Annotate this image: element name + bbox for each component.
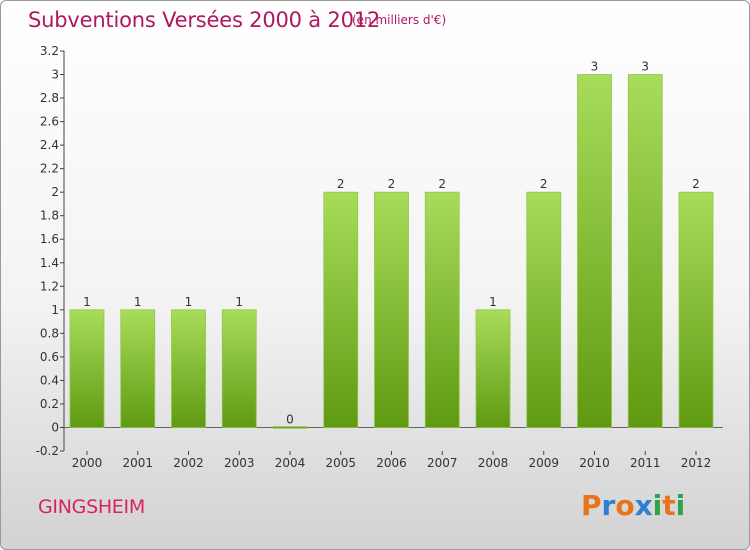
bar-2001 [120,309,156,428]
y-tick-label: 2 [51,185,59,199]
x-tick-label-2008: 2008 [478,456,509,470]
y-tick-label: 0.2 [40,397,59,411]
y-tick-label: 3.2 [40,44,59,58]
bar-2007 [424,191,460,428]
bar-2002 [171,309,206,428]
axes: -0.2 0 0.2 0.4 0.6 0.8 1 1.2 1.4 1.6 1.8 2 2.2 2.4 2.6… [36,44,723,458]
x-tick-label-2006: 2006 [376,456,407,470]
commune-name: GINGSHEIM [38,496,145,518]
value-label-2006: 2 [388,177,396,191]
chart-title: Subventions Versées 2000 à 2012 [28,8,381,32]
proxiti-logo: Proxiti [581,489,685,522]
value-label-2004: 0 [286,412,294,426]
y-tick-label: 1 [51,303,59,317]
logo-letter: o [615,489,635,522]
chart-subtitle: (en milliers d'€) [352,13,447,27]
value-label-2000: 1 [83,295,91,309]
x-tick-label-2002: 2002 [173,456,204,470]
y-tick-label: 2.8 [40,91,59,105]
value-label-2012: 2 [692,177,700,191]
value-label-2003: 1 [235,295,243,309]
value-label-2002: 1 [185,295,193,309]
y-tick-label: 0.8 [40,326,59,340]
value-label-2011: 3 [641,60,649,74]
value-label-2009: 2 [540,177,548,191]
logo-letter: r [601,489,616,522]
logo-letter: t [662,489,676,522]
x-tick-label-2009: 2009 [528,456,559,470]
bar-2010 [577,74,612,428]
bars [69,74,714,429]
logo-letter: P [581,489,602,522]
bar-2000 [69,309,105,428]
x-tick-label-2005: 2005 [325,456,356,470]
y-tick-label: 3 [51,68,59,82]
y-tick-label: 2.4 [40,138,59,152]
x-tick-label-2001: 2001 [122,456,153,470]
x-tick-label-2012: 2012 [681,456,712,470]
bar-2011 [627,74,663,428]
logo-letter: x [634,489,653,522]
y-tick-label: -0.2 [36,444,59,458]
y-tick-label: 1.8 [40,209,59,223]
bar-2008 [475,309,511,428]
x-tick-label-2007: 2007 [427,456,458,470]
bar-2005 [323,191,359,428]
logo-letter: i [675,489,686,522]
y-tick-label: 1.6 [40,232,59,246]
x-tick-label-2000: 2000 [72,456,103,470]
value-label-2008: 1 [489,295,497,309]
labels: 1 2000 1 2001 1 2002 1 2003 0 2004 2 2005 2 2006 2 2007… [72,60,712,470]
bar-2006 [374,191,409,428]
y-tick-label: 0 [51,420,59,434]
x-tick-label-2010: 2010 [579,456,610,470]
value-label-2007: 2 [438,177,446,191]
x-tick-label-2003: 2003 [224,456,255,470]
y-tick-label: 2.6 [40,115,59,129]
y-tick-label: 0.6 [40,350,59,364]
x-tick-label-2011: 2011 [630,456,661,470]
value-label-2010: 3 [591,60,599,74]
x-tick-label-2004: 2004 [275,456,306,470]
y-tick-label: 2.2 [40,162,59,176]
y-tick-label: 1.4 [40,256,59,270]
bar-2012 [678,191,714,428]
bar-2009 [526,191,562,428]
y-tick-label: 0.4 [40,373,59,387]
logo-letter: i [652,489,663,522]
value-label-2001: 1 [134,295,142,309]
bar-2003 [221,309,257,428]
value-label-2005: 2 [337,177,345,191]
y-tick-label: 1.2 [40,279,59,293]
